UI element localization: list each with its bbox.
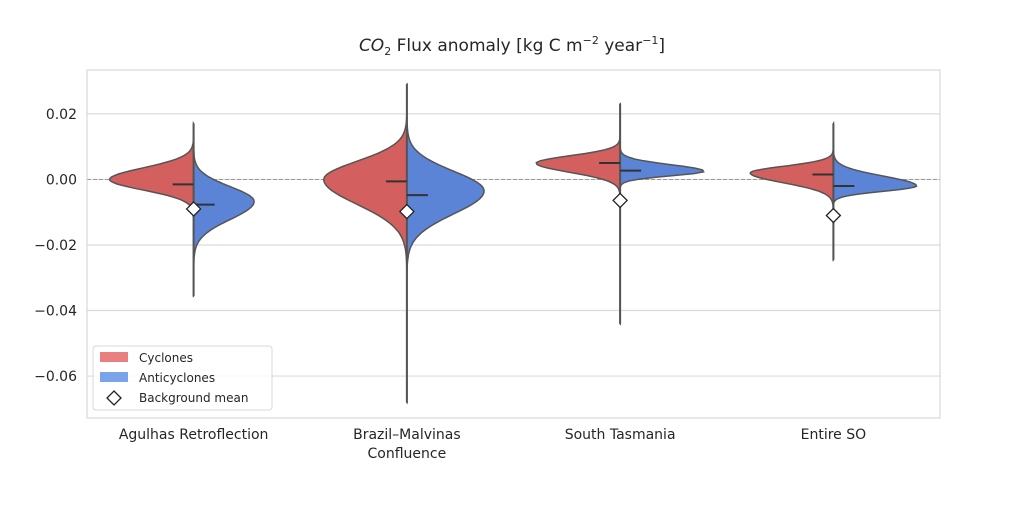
violin-half-cyclones	[749, 121, 835, 262]
violin-half-cyclones	[322, 82, 408, 405]
violin-group	[535, 102, 705, 326]
violin-half-anticyclones	[192, 121, 255, 298]
y-tick-label: 0.00	[46, 172, 77, 188]
violin-half-cyclones	[535, 102, 621, 326]
legend: Cyclones Anticyclones Background mean	[92, 345, 273, 411]
y-tick-label: −0.02	[34, 238, 77, 254]
legend-label-cyclones: Cyclones	[139, 351, 193, 365]
violin-half-anticyclones	[619, 102, 705, 326]
x-axis: Agulhas Retroflection Brazil–Malvinas Conf…	[119, 427, 866, 462]
violin-group	[749, 121, 918, 262]
violin-half-anticyclones	[406, 82, 485, 405]
plot-frame	[86, 69, 941, 419]
background-mean-marker	[185, 201, 202, 217]
violins	[108, 82, 918, 405]
violin-half-cyclones	[108, 121, 195, 298]
legend-swatch-anticyclones	[100, 372, 128, 382]
x-tick-label: Brazil–Malvinas	[353, 427, 461, 443]
legend-swatch-cyclones	[100, 352, 128, 362]
y-tick-label: −0.06	[34, 369, 77, 385]
violin-half-anticyclones	[832, 121, 918, 262]
background-mean-marker	[398, 203, 415, 220]
chart-title: CO2 Flux anomaly [kg C m−2 year−1]	[359, 34, 665, 58]
x-tick-label: Entire SO	[801, 427, 867, 443]
x-tick-label: Agulhas Retroflection	[119, 427, 269, 443]
background-mean-marker	[825, 207, 842, 224]
grid-lines	[87, 113, 940, 377]
x-tick-label: Confluence	[368, 446, 447, 462]
y-axis: 0.02 0.00 −0.02 −0.04 −0.06	[34, 107, 77, 385]
violin-group	[108, 121, 255, 298]
y-tick-label: 0.02	[46, 107, 77, 123]
y-tick-label: −0.04	[34, 304, 77, 320]
violin-group	[322, 82, 485, 405]
legend-diamond-icon	[106, 390, 122, 406]
legend-frame	[92, 345, 273, 411]
legend-label-anticyclones: Anticyclones	[139, 371, 215, 385]
x-tick-label: South Tasmania	[565, 427, 676, 443]
legend-label-background-mean: Background mean	[139, 391, 248, 405]
background-mean-marker	[612, 192, 629, 209]
